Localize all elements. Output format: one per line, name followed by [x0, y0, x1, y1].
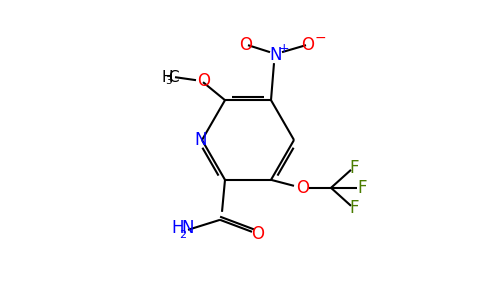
Text: H: H — [171, 219, 184, 237]
Text: C: C — [168, 70, 179, 85]
Text: O: O — [252, 225, 264, 243]
Text: N: N — [182, 219, 194, 237]
Text: O: O — [297, 179, 309, 197]
Text: F: F — [357, 179, 367, 197]
Text: +: + — [279, 42, 289, 55]
Text: F: F — [349, 159, 359, 177]
Text: O: O — [302, 36, 315, 54]
Text: N: N — [270, 46, 282, 64]
Text: O: O — [240, 36, 253, 54]
Text: 3: 3 — [166, 76, 172, 86]
Text: 2: 2 — [179, 230, 186, 240]
Text: H: H — [162, 70, 173, 85]
Text: O: O — [197, 72, 211, 90]
Text: N: N — [195, 131, 207, 149]
Text: −: − — [314, 31, 326, 45]
Text: F: F — [349, 199, 359, 217]
